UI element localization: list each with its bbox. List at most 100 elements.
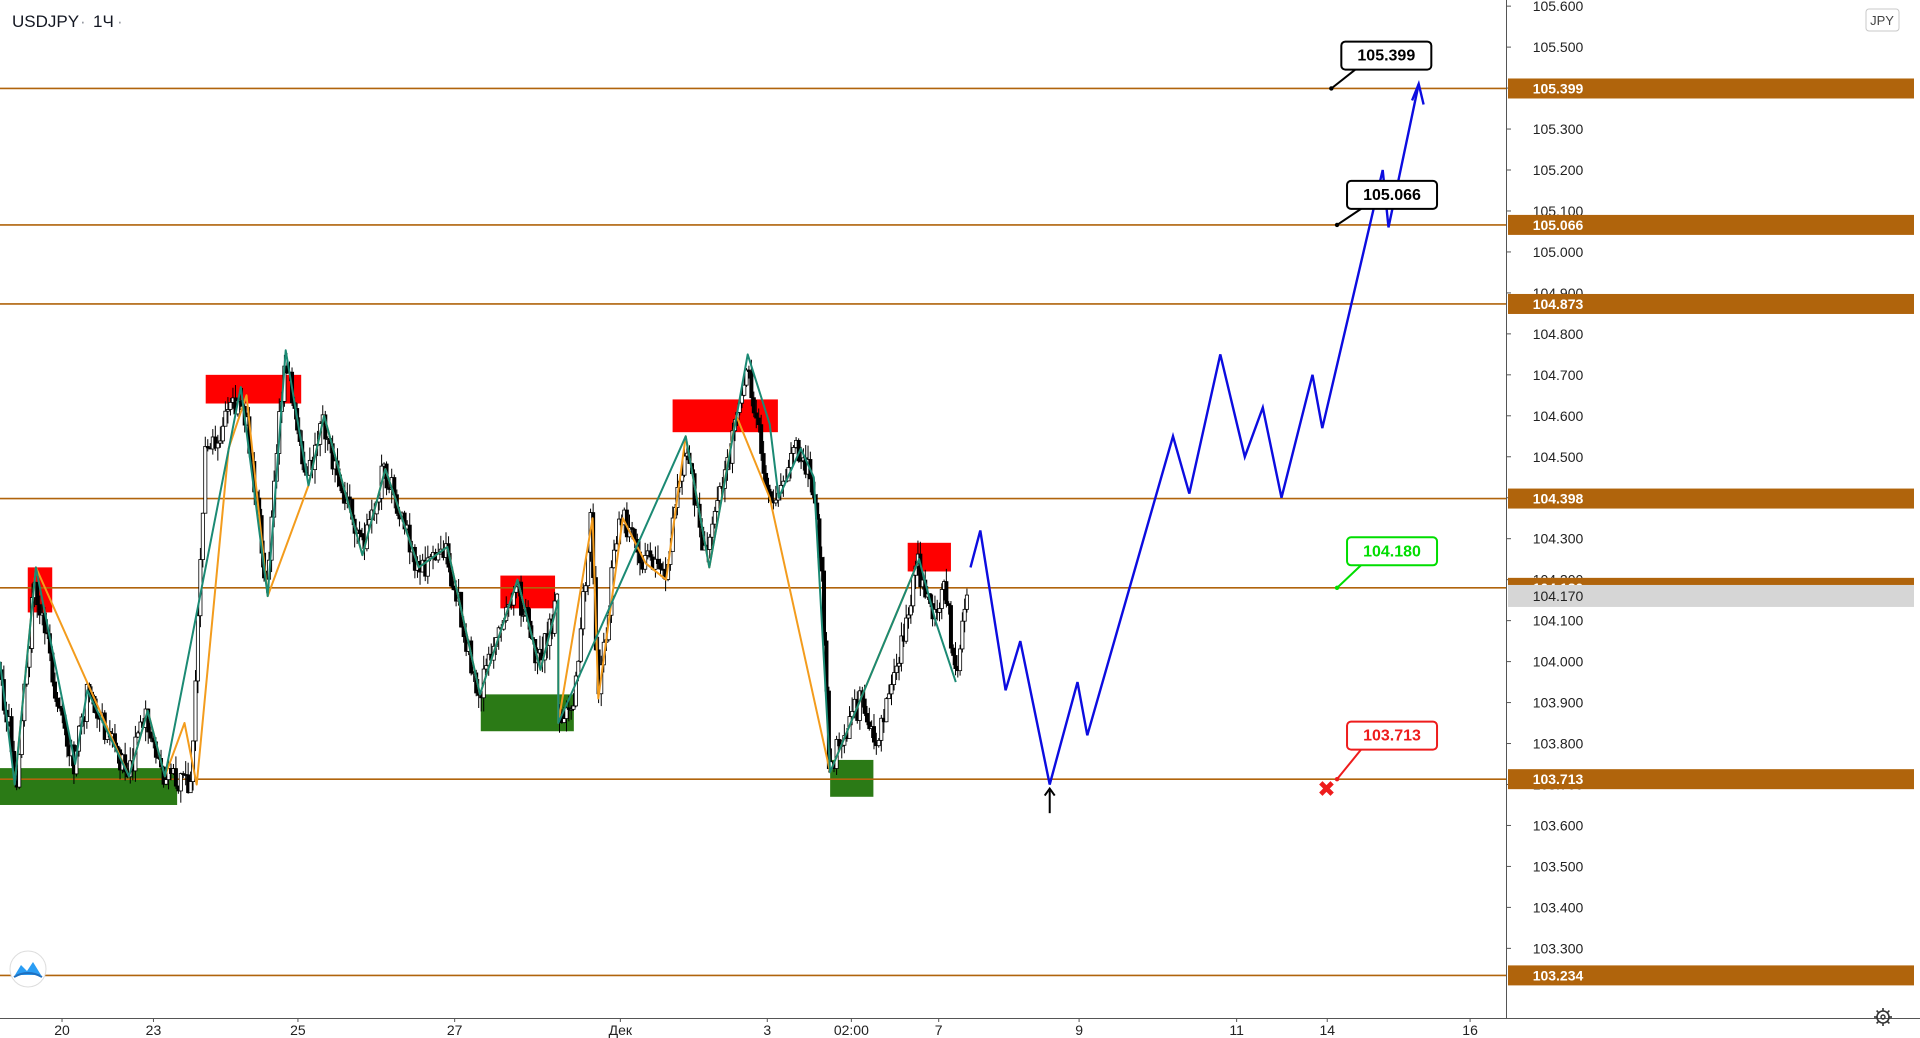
callout-anchor-105.399 [1329, 86, 1334, 91]
candle-body [951, 647, 956, 656]
candle-body [939, 589, 944, 609]
price-tick-label-104.600: 104.600 [1533, 408, 1584, 424]
candle-body [218, 440, 223, 444]
candle-body [573, 675, 578, 707]
candle-body [682, 455, 687, 476]
candle-body [228, 402, 233, 410]
price-axis[interactable]: 105.600105.500105.400105.300105.200105.1… [1506, 0, 1920, 1038]
candle-body [799, 460, 804, 463]
price-tick-label-105.300: 105.300 [1533, 121, 1584, 137]
tradingview-logo-icon[interactable] [9, 950, 47, 988]
callout-label-105.066: 105.066 [1363, 187, 1421, 204]
candle-body [899, 635, 904, 664]
current-price-tag[interactable] [1508, 584, 1914, 607]
time-tick-label-7: 7 [935, 1022, 943, 1038]
candle-body [564, 707, 569, 719]
header-separator-1: · [80, 12, 86, 31]
price-tick-label-103.300: 103.300 [1533, 940, 1584, 956]
candle-body [761, 453, 766, 474]
candle-body [867, 721, 872, 730]
candle-body [347, 496, 352, 500]
callout-anchor-103.713 [1334, 776, 1340, 782]
level-tag-104.398[interactable] [1508, 488, 1914, 509]
candle-body [746, 369, 751, 372]
candle-body [884, 698, 889, 723]
candle-body [944, 581, 949, 605]
level-tag-label-103.713: 103.713 [1533, 771, 1584, 787]
candle-body [892, 672, 897, 685]
level-tag-105.066[interactable] [1508, 214, 1914, 235]
price-tick-label-103.400: 103.400 [1533, 899, 1584, 915]
swing-line-teal [0, 349, 957, 786]
candle-body [571, 705, 576, 710]
logo-mountains [15, 962, 41, 975]
time-tick-label-16: 16 [1462, 1022, 1478, 1038]
price-tick-label-104.500: 104.500 [1533, 449, 1584, 465]
callout-pointer-105.399 [1330, 68, 1356, 90]
level-tag-104.873[interactable] [1508, 293, 1914, 314]
candle-body [148, 731, 153, 739]
candle-body [223, 410, 228, 427]
price-tick-label-103.900: 103.900 [1533, 695, 1584, 711]
currency-badge-box [1865, 8, 1900, 32]
candle-body [135, 732, 140, 738]
candle-body [562, 718, 567, 723]
callout-label-104.180: 104.180 [1363, 543, 1421, 560]
candle-body [937, 608, 942, 613]
candle-body [751, 397, 756, 414]
candle-body [17, 754, 22, 788]
projection-arrow-head [1410, 80, 1425, 105]
candle-body [948, 605, 953, 649]
time-axis[interactable]: 20 23 25 27 Дек 3 02:00 7 9 11 14 16 [0, 1018, 1920, 1038]
candle-body [37, 604, 42, 616]
time-tick-label-02:00: 02:00 [834, 1022, 869, 1038]
price-tick-label-103.800: 103.800 [1533, 736, 1584, 752]
candle-body [960, 620, 965, 650]
candle-body [707, 536, 712, 550]
currency-badge[interactable]: JPY [1865, 8, 1900, 32]
level-tag-103.234[interactable] [1508, 965, 1914, 986]
candle-body [871, 726, 876, 743]
candle-body [653, 558, 658, 570]
gear-icon[interactable] [1874, 1008, 1892, 1026]
candle-body [749, 371, 754, 399]
callout-label-103.713: 103.713 [1363, 728, 1421, 745]
price-tick-label-104.000: 104.000 [1533, 654, 1584, 670]
price-tick-label-104.100: 104.100 [1533, 613, 1584, 629]
level-tag-label-105.399: 105.399 [1533, 80, 1584, 96]
callout-anchor-104.180 [1334, 585, 1340, 591]
level-tag-103.713[interactable] [1508, 769, 1914, 790]
candle-body [632, 528, 637, 540]
callout-pointer-104.180 [1336, 564, 1362, 589]
stop-marker-icon: ✖ [1317, 777, 1335, 802]
time-tick-label-9: 9 [1075, 1022, 1083, 1038]
level-tag-105.399[interactable] [1508, 78, 1914, 99]
candle-body [879, 717, 884, 741]
candle-body [581, 591, 586, 630]
candle-body [754, 412, 759, 419]
logo-wave [13, 972, 43, 978]
callout-box-104.180[interactable] [1346, 536, 1439, 567]
candle-body [864, 713, 869, 723]
timeframe-label[interactable]: 1Ч [93, 12, 114, 31]
candle-body [789, 453, 794, 468]
level-tag-label-105.066: 105.066 [1533, 217, 1584, 233]
callout-box-105.399[interactable] [1340, 40, 1433, 71]
callout-box-105.066[interactable] [1346, 179, 1439, 210]
candle-body [630, 527, 635, 530]
candle-body [712, 510, 717, 525]
candle-body [744, 369, 749, 386]
candle-body [742, 384, 747, 396]
symbol-label[interactable]: USDJPY [12, 12, 79, 31]
price-tick-label-105.500: 105.500 [1533, 39, 1584, 55]
candle-body [205, 446, 210, 449]
candle-body [889, 684, 894, 695]
candle-body [195, 615, 200, 682]
callout-box-103.713[interactable] [1346, 720, 1439, 751]
candle-body [894, 665, 899, 673]
candle-body [178, 773, 183, 792]
callout-anchor-105.066 [1334, 222, 1340, 228]
candle-body [908, 605, 913, 616]
